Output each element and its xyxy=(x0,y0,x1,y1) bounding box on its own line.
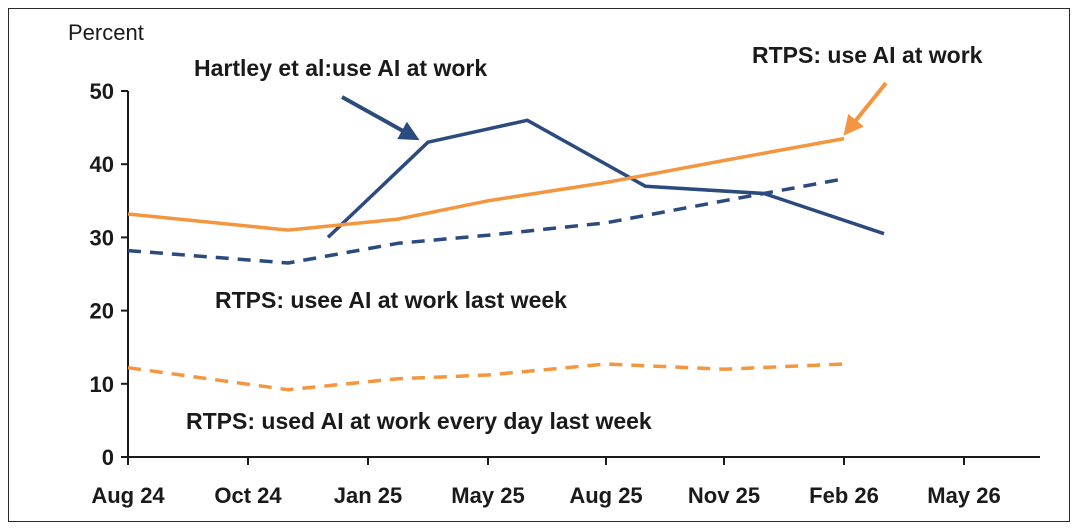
annotation-rtps-last-week: RTPS: usee AI at work last week xyxy=(215,287,567,313)
series-rtps-use-ai xyxy=(127,136,845,232)
series-layer xyxy=(127,118,885,392)
y-tick-label: 0 xyxy=(102,445,114,470)
x-tick-label: May 25 xyxy=(451,483,524,508)
y-tick-label: 50 xyxy=(90,79,114,104)
x-tick-label: Aug 25 xyxy=(569,483,642,508)
axes: 0 10 20 30 40 50 Aug 24 Oct 24 Jan 25 May 25 Aug 2… xyxy=(90,79,1040,508)
y-tick-label: 10 xyxy=(90,372,114,397)
x-tick-label: Jan 25 xyxy=(334,483,403,508)
x-tick-label: Aug 24 xyxy=(91,483,165,508)
annotation-arrow-hartley xyxy=(341,95,420,141)
x-tick-label: Nov 25 xyxy=(688,483,760,508)
y-tick-label: 40 xyxy=(90,152,114,177)
x-tick-label: Feb 26 xyxy=(809,483,879,508)
chart-frame xyxy=(8,8,1070,522)
y-tick-label: 20 xyxy=(90,299,114,324)
series-hartley-use-ai xyxy=(326,118,885,239)
series-rtps-last-week xyxy=(127,177,845,265)
y-tick-label: 30 xyxy=(90,225,114,250)
x-tick-label: May 26 xyxy=(927,483,1000,508)
annotation-arrow-rtps-use xyxy=(843,81,888,136)
annotation-rtps-every-day: RTPS: used AI at work every day last wee… xyxy=(186,408,652,434)
annotation-hartley: Hartley et al:use AI at work xyxy=(194,55,487,81)
series-rtps-every-day xyxy=(127,362,845,392)
annotation-rtps-use: RTPS: use AI at work xyxy=(752,42,983,68)
x-tick-label: Oct 24 xyxy=(214,483,282,508)
y-axis-unit-label: Percent xyxy=(68,20,144,45)
